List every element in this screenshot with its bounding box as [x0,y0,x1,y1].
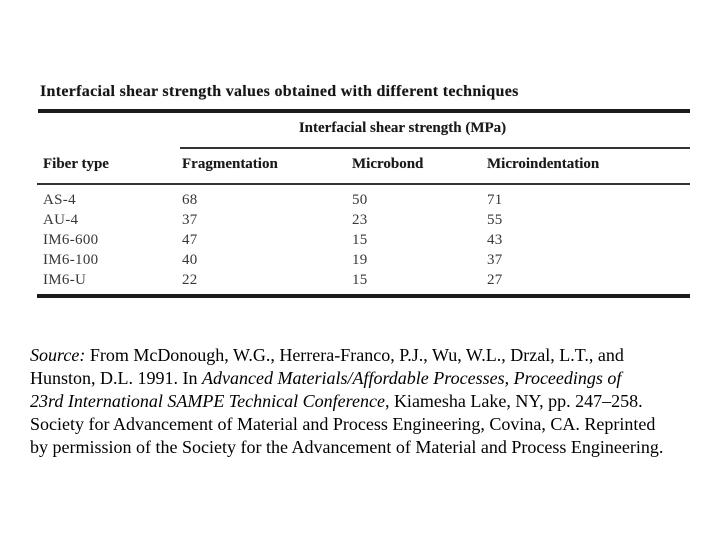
citation-line: Source: From McDonough, W.G., Herrera-Fr… [30,344,702,367]
citation-text: Hunston, D.L. 1991. In [30,368,202,388]
table-row: IM6-600 47 15 43 [35,232,690,252]
cell-microbond: 50 [352,192,368,208]
citation-text: by permission of the Society for the Adv… [30,437,664,457]
citation-conference-title: 23rd International SAMPE Technical Confe… [30,391,385,411]
citation-line: Hunston, D.L. 1991. In Advanced Material… [30,367,702,390]
citation-line: by permission of the Society for the Adv… [30,436,702,459]
cell-microindentation: 37 [487,252,503,268]
table-rule-span-underline [180,147,690,149]
table-rule-top [38,109,690,113]
cell-microindentation: 71 [487,192,503,208]
citation-line: 23rd International SAMPE Technical Confe… [30,390,702,413]
cell-fragmentation: 37 [182,212,198,228]
source-citation: Source: From McDonough, W.G., Herrera-Fr… [30,344,702,459]
table-row: IM6-100 40 19 37 [35,252,690,272]
table-rule-header-underline [37,183,690,185]
column-header-fiber-type: Fiber type [43,156,109,172]
table-row: IM6-U 22 15 27 [35,272,690,292]
column-header-fragmentation: Fragmentation [182,156,278,172]
table-row: AU-4 37 23 55 [35,212,690,232]
cell-microbond: 15 [352,232,368,248]
cell-fiber-type: IM6-100 [43,252,99,268]
citation-line: Society for Advancement of Material and … [30,413,702,436]
cell-fiber-type: AS-4 [43,192,76,208]
column-header-microindentation: Microindentation [487,156,600,172]
cell-fiber-type: AU-4 [43,212,79,228]
cell-fragmentation: 68 [182,192,198,208]
cell-microbond: 19 [352,252,368,268]
citation-text: Society for Advancement of Material and … [30,414,656,434]
citation-text: , Kiamesha Lake, NY, pp. 247–258. [384,391,643,411]
citation-text: From McDonough, W.G., Herrera-Franco, P.… [85,345,624,365]
cell-fragmentation: 40 [182,252,198,268]
table-span-header: Interfacial shear strength (MPa) [298,120,507,136]
cell-microbond: 23 [352,212,368,228]
cell-fiber-type: IM6-U [43,272,87,288]
cell-microbond: 15 [352,272,368,288]
table-rule-bottom [37,294,690,298]
citation-proceedings-title: Proceedings of [513,368,622,388]
citation-book-title: Advanced Materials/Affordable Processes [202,368,505,388]
cell-microindentation: 27 [487,272,503,288]
table-header-row: Fiber type Fragmentation Microbond Micro… [35,156,690,176]
cell-microindentation: 43 [487,232,503,248]
cell-fragmentation: 47 [182,232,198,248]
cell-fragmentation: 22 [182,272,198,288]
table-row: AS-4 68 50 71 [35,192,690,212]
cell-microindentation: 55 [487,212,503,228]
citation-text: , [504,368,514,388]
cell-fiber-type: IM6-600 [43,232,99,248]
column-header-microbond: Microbond [352,156,424,172]
citation-source-label: Source: [30,345,86,365]
table-figure: Interfacial shear strength values obtain… [35,80,690,302]
table-title: Interfacial shear strength values obtain… [40,83,519,100]
